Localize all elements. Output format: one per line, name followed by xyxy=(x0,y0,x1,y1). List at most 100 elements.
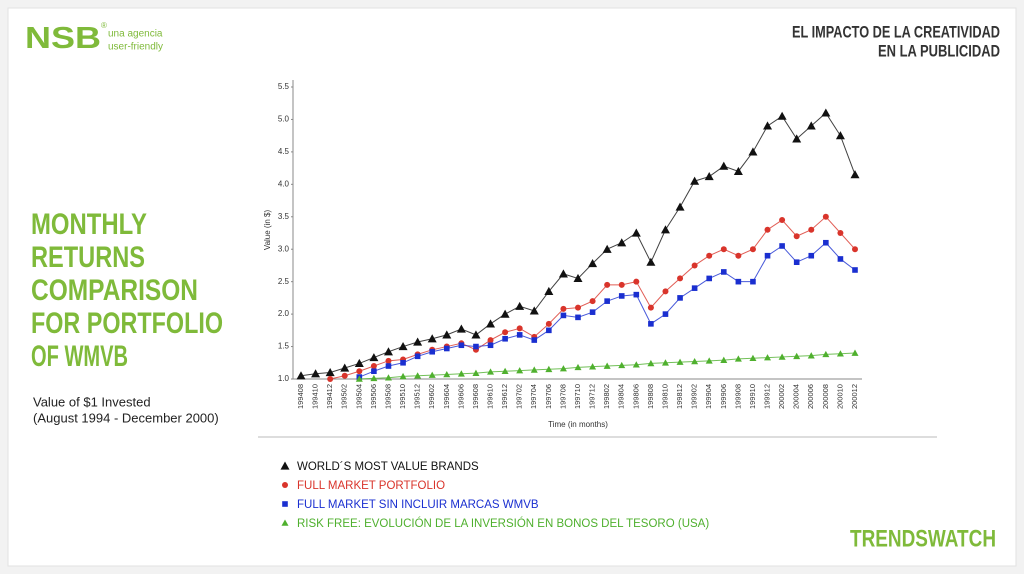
data-point xyxy=(413,337,423,346)
data-point xyxy=(720,246,727,253)
y-tick-label: 2.5 xyxy=(278,277,290,286)
data-point xyxy=(749,246,756,253)
x-tick-label: 199808 xyxy=(646,384,655,409)
data-point xyxy=(647,359,655,367)
x-tick-label: 200004 xyxy=(792,384,801,409)
x-tick-label: 199810 xyxy=(660,384,669,409)
x-tick-label: 199412 xyxy=(325,384,334,409)
data-point xyxy=(604,281,611,288)
legend-label: RISK FREE: EVOLUCIÓN DE LA INVERSIÓN EN … xyxy=(297,517,709,530)
x-tick-label: 199610 xyxy=(486,384,495,409)
data-point xyxy=(720,356,728,363)
data-point xyxy=(296,371,306,380)
data-point xyxy=(414,353,421,360)
x-tick-label: 199510 xyxy=(398,384,407,409)
logo-tagline: una agencia xyxy=(108,29,163,40)
data-point xyxy=(545,320,552,327)
x-tick-label: 199704 xyxy=(529,384,538,409)
data-point xyxy=(589,309,596,315)
data-point xyxy=(690,176,700,185)
data-point xyxy=(704,172,714,181)
x-tick-label: 199902 xyxy=(690,384,699,409)
side-subtitle: Value of $1 Invested xyxy=(33,394,151,409)
x-tick-label: 199504 xyxy=(354,384,363,409)
logo-mark: ® xyxy=(101,21,107,30)
x-tick-label: 199908 xyxy=(733,384,742,409)
x-tick-label: 199906 xyxy=(719,384,728,409)
y-tick-label: 1.0 xyxy=(278,374,290,383)
data-point xyxy=(632,361,640,368)
x-tick-label: 199804 xyxy=(617,384,626,409)
data-point xyxy=(618,281,625,288)
data-point xyxy=(735,252,742,259)
data-point xyxy=(546,327,552,334)
data-point xyxy=(646,257,656,266)
x-tick-label: 199604 xyxy=(442,384,451,409)
data-point xyxy=(835,131,845,140)
x-tick-label: 199608 xyxy=(471,384,480,409)
data-point xyxy=(473,343,479,350)
data-point xyxy=(369,353,379,362)
data-point xyxy=(399,372,407,380)
data-point xyxy=(823,239,829,246)
data-point xyxy=(370,374,378,382)
x-tick-label: 200002 xyxy=(777,384,786,409)
data-point xyxy=(327,376,334,382)
data-point xyxy=(779,217,786,224)
legend-label: FULL MARKET PORTFOLIO xyxy=(297,480,445,492)
data-point xyxy=(370,363,377,370)
data-point xyxy=(516,325,523,332)
x-tick-label: 199408 xyxy=(296,384,305,409)
data-point xyxy=(428,371,436,378)
data-point xyxy=(341,372,348,379)
data-point xyxy=(748,147,758,156)
x-tick-label: 199710 xyxy=(573,384,582,409)
data-point xyxy=(676,358,684,365)
x-tick-label: 199512 xyxy=(413,384,422,409)
data-point xyxy=(822,213,829,220)
data-point xyxy=(383,347,393,356)
data-point xyxy=(384,374,392,381)
data-point xyxy=(750,278,756,285)
data-point xyxy=(720,269,727,275)
data-point xyxy=(821,108,831,117)
slide-panel xyxy=(7,7,1017,567)
data-point xyxy=(749,354,757,362)
data-point xyxy=(545,365,553,373)
data-point xyxy=(354,358,364,368)
data-point xyxy=(500,309,510,318)
side-title: MONTHLY xyxy=(31,208,147,241)
data-point xyxy=(806,121,816,130)
data-point xyxy=(456,324,466,333)
data-point xyxy=(852,246,858,253)
x-tick-label: 199606 xyxy=(456,384,465,409)
data-point xyxy=(560,305,567,312)
data-point xyxy=(558,269,568,278)
y-tick-label: 1.5 xyxy=(278,342,290,351)
data-point xyxy=(443,370,451,378)
x-tick-label: 199706 xyxy=(544,384,553,409)
data-point xyxy=(808,226,815,233)
y-tick-label: 5.5 xyxy=(278,82,290,91)
y-tick-label: 5.0 xyxy=(278,115,290,124)
data-point xyxy=(660,225,670,234)
data-point xyxy=(573,273,583,283)
x-tick-label: 199912 xyxy=(763,384,772,409)
data-point xyxy=(647,304,654,311)
data-point xyxy=(457,370,465,377)
header: EN LA PUBLICIDAD xyxy=(878,41,1000,60)
data-point xyxy=(617,238,627,247)
data-point xyxy=(851,349,859,356)
data-point xyxy=(837,230,844,236)
side-title: OF WMVB xyxy=(31,340,128,373)
data-point xyxy=(429,348,436,355)
data-point xyxy=(529,306,539,315)
logo-tagline: user-friendly xyxy=(108,42,163,53)
legend-marker xyxy=(280,461,290,470)
data-point xyxy=(589,298,596,305)
data-point xyxy=(807,352,815,359)
header: EL IMPACTO DE LA CREATIVIDAD xyxy=(792,22,1000,41)
data-point xyxy=(531,337,538,343)
data-point xyxy=(691,285,698,291)
data-point xyxy=(764,226,771,233)
